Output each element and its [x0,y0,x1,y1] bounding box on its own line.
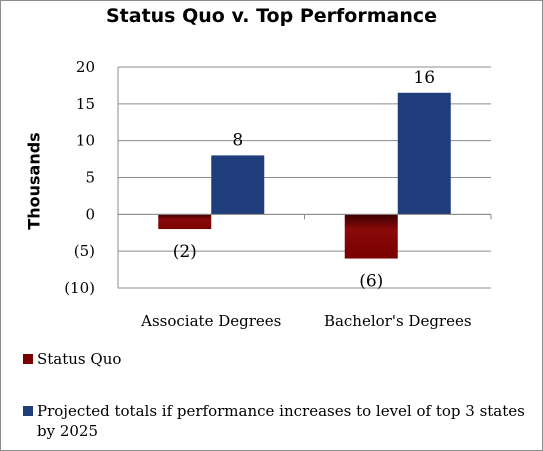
chart-title: Status Quo v. Top Performance [105,5,437,27]
bar-status-quo [158,214,212,230]
y-tick-label: (10) [64,279,95,297]
axes [117,67,492,288]
category-label: Associate Degrees [140,312,281,330]
legend-label: Projected totals if performance increase… [37,402,525,440]
y-tick-label: 15 [76,95,95,113]
y-tick-label: 0 [85,205,95,223]
data-label: 16 [413,68,435,88]
data-label: (6) [359,272,383,292]
legend-item-projected: Projected totals if performance increase… [23,401,533,441]
legend-item-status-quo: Status Quo [23,349,121,369]
bar-projected [211,155,265,215]
y-tick-label: 20 [76,58,95,76]
data-label: (2) [173,242,197,262]
legend-label: Status Quo [37,350,122,368]
category-label: Bachelor's Degrees [324,312,472,330]
labels: 20 15 10 5 0 (5) (10) (2) 8 Associate Degrees (6) 1… [64,58,471,330]
bar-projected [397,92,451,215]
bar-status-quo [344,214,398,259]
legend-swatch-projected [23,406,33,416]
bars [158,92,451,259]
y-tick-label: 5 [85,169,95,187]
legend-swatch-status-quo [23,354,33,364]
y-tick-label: (5) [74,242,95,260]
y-tick-label: 10 [76,132,95,150]
data-label: 8 [232,130,243,150]
